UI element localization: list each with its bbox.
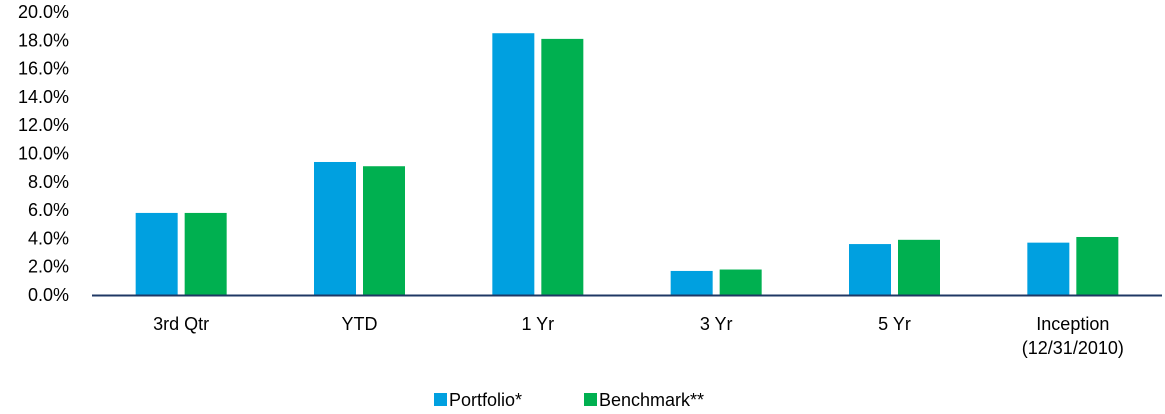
category-label: 5 Yr: [878, 314, 911, 334]
y-tick-label: 12.0%: [18, 115, 69, 135]
bars: [135, 33, 1119, 295]
legend-swatch: [584, 393, 597, 406]
bar-portfolio: [314, 161, 356, 295]
legend-swatch: [434, 393, 447, 406]
bar-portfolio: [135, 212, 178, 295]
bar-portfolio: [670, 270, 713, 295]
y-axis-ticks: 0.0% 2.0% 4.0% 6.0% 8.0% 10.0% 12.0% 14.0% 16.0%…: [18, 2, 69, 305]
y-tick-label: 6.0%: [28, 200, 69, 220]
bar-benchmark: [541, 38, 584, 295]
y-tick-label: 4.0%: [28, 228, 69, 248]
bar-portfolio: [492, 33, 535, 295]
y-tick-label: 18.0%: [18, 30, 69, 50]
y-tick-label: 14.0%: [18, 87, 69, 107]
y-tick-label: 20.0%: [18, 2, 69, 22]
bar-benchmark: [719, 269, 762, 295]
y-tick-label: 16.0%: [18, 59, 69, 79]
y-tick-label: 10.0%: [18, 144, 69, 164]
bar-benchmark: [1076, 236, 1119, 295]
category-label: 3 Yr: [700, 314, 733, 334]
category-label: 3rd Qtr: [153, 314, 209, 334]
category-label: YTD: [342, 314, 378, 334]
bar-benchmark: [898, 239, 940, 295]
bar-benchmark: [363, 166, 405, 295]
y-tick-label: 0.0%: [28, 285, 69, 305]
bar-portfolio: [849, 244, 891, 295]
legend-label: Portfolio*: [449, 390, 522, 410]
legend-label: Benchmark**: [599, 390, 704, 410]
category-label: Inception: [1036, 314, 1109, 334]
category-label: (12/31/2010): [1022, 338, 1124, 358]
category-labels: 3rd Qtr YTD 1 Yr 3 Yr 5 Yr Inception (12/31/20…: [153, 314, 1124, 358]
category-label: 1 Yr: [521, 314, 554, 334]
legend: Portfolio* Benchmark**: [434, 390, 704, 410]
y-tick-label: 2.0%: [28, 257, 69, 277]
y-tick-label: 8.0%: [28, 172, 69, 192]
bar-benchmark: [184, 212, 227, 295]
bar-portfolio: [1027, 242, 1070, 295]
